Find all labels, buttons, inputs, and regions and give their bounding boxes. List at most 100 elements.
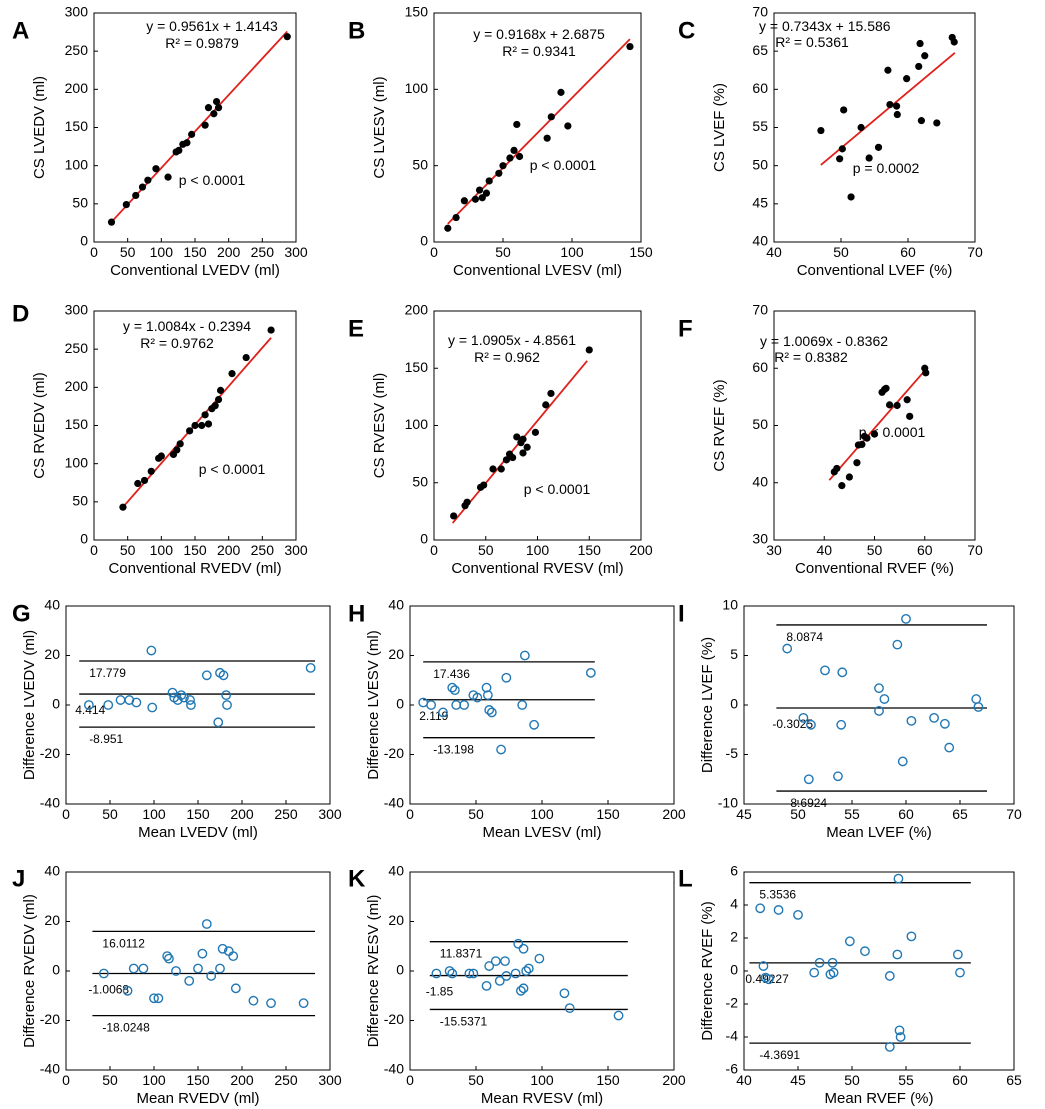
data-point <box>183 139 191 147</box>
data-point <box>214 104 223 112</box>
x-axis-label: Mean LVEF (%) <box>826 824 932 841</box>
y-tick-label: 50 <box>72 493 88 509</box>
y-tick-label: 150 <box>405 359 429 375</box>
data-point <box>201 411 209 419</box>
data-point <box>501 971 512 981</box>
r-squared: R² = 0.8382 <box>774 349 848 365</box>
data-point <box>499 162 507 170</box>
upper-limit-label: 17.779 <box>89 666 126 680</box>
panel-label: A <box>12 17 29 44</box>
x-tick-label: 50 <box>102 1072 118 1088</box>
y-axis-label: Difference RVEF (%) <box>699 901 716 1041</box>
x-tick-label: 0 <box>62 1072 70 1088</box>
data-point <box>152 165 160 173</box>
data-point <box>186 427 194 435</box>
data-point <box>892 949 903 960</box>
data-point <box>184 976 195 986</box>
data-point <box>144 176 152 184</box>
data-point <box>83 700 94 710</box>
data-point <box>817 126 825 135</box>
data-point <box>847 193 855 201</box>
x-axis-label: Conventional RVEF (%) <box>795 560 954 577</box>
x-axis-label: Mean RVEDV (ml) <box>136 1090 259 1107</box>
data-point <box>138 183 147 191</box>
data-point <box>228 369 236 378</box>
data-point <box>481 980 492 991</box>
x-tick-label: 50 <box>833 244 849 260</box>
x-tick-label: 150 <box>596 1072 620 1088</box>
data-point <box>485 177 493 185</box>
panel-label: J <box>12 865 25 892</box>
upper-limit-label: 16.0112 <box>102 936 145 950</box>
y-tick-label: 20 <box>44 646 60 662</box>
data-point <box>444 966 455 976</box>
data-point <box>585 667 596 678</box>
x-tick-label: 100 <box>530 1072 554 1088</box>
data-point <box>893 873 904 884</box>
y-tick-label: 0 <box>396 962 404 978</box>
data-point <box>836 155 844 163</box>
data-point <box>886 101 894 109</box>
y-tick-label: 200 <box>405 302 429 318</box>
data-point <box>464 968 475 979</box>
axes-box <box>65 871 331 1071</box>
mean-difference-label: 0.49227 <box>745 972 789 986</box>
data-point <box>897 756 908 767</box>
x-tick-label: 200 <box>629 542 653 558</box>
y-tick-label: 0 <box>80 233 88 249</box>
data-point <box>518 943 529 954</box>
data-point <box>521 966 532 976</box>
panel-label: K <box>348 865 366 892</box>
data-point <box>559 988 570 999</box>
data-point <box>543 134 551 142</box>
x-axis-label: Conventional LVESV (ml) <box>453 262 622 279</box>
panel-j: J 0 50 100 150 200 250 300 -40 -20 0 20 40 Mean RVEDV… <box>12 863 342 1107</box>
x-axis-label: Conventional LVEF (%) <box>797 262 953 279</box>
y-axis-label: CS LVEDV (ml) <box>31 76 48 179</box>
y-tick-label: 40 <box>752 233 768 249</box>
data-point <box>564 1003 575 1014</box>
x-tick-label: 300 <box>284 542 308 558</box>
data-point <box>242 353 250 362</box>
x-tick-label: 200 <box>662 1072 686 1088</box>
regression-equation: y = 1.0905x - 4.8561 <box>448 332 576 348</box>
data-point <box>132 191 140 200</box>
data-point <box>513 938 524 949</box>
data-point <box>489 465 497 473</box>
panel-f: F 30 40 50 60 70 30 40 50 60 70 Conventional RVEF (… <box>678 302 983 577</box>
x-tick-label: 60 <box>952 1072 968 1088</box>
data-point <box>175 146 183 154</box>
p-value: p < 0.0001 <box>859 424 926 440</box>
data-point <box>773 905 784 915</box>
regression-equation: y = 1.0069x - 0.8362 <box>760 333 888 349</box>
mean-difference-label: 4.414 <box>75 703 105 717</box>
data-point <box>197 948 208 959</box>
y-tick-label: 0 <box>396 696 404 712</box>
data-point <box>214 395 223 404</box>
data-point <box>922 369 930 377</box>
p-value: p < 0.0001 <box>199 461 266 477</box>
y-axis-label: CS RVEDV (ml) <box>31 372 48 478</box>
data-point <box>557 88 565 96</box>
x-tick-label: 50 <box>120 244 136 260</box>
y-tick-label: 20 <box>388 912 404 928</box>
x-axis-label: Conventional RVEDV (ml) <box>108 560 281 577</box>
x-tick-label: 60 <box>900 244 916 260</box>
data-point <box>495 169 503 177</box>
data-point <box>147 702 158 713</box>
x-tick-label: 50 <box>867 542 883 558</box>
r-squared: R² = 0.9762 <box>140 335 214 351</box>
x-tick-label: 50 <box>102 806 118 822</box>
data-point <box>906 931 917 942</box>
x-tick-label: 50 <box>478 542 494 558</box>
r-squared: R² = 0.9879 <box>165 35 239 51</box>
data-point <box>191 421 199 430</box>
upper-limit-label: 17.436 <box>433 667 470 681</box>
x-tick-label: 150 <box>183 244 207 260</box>
data-point <box>122 200 130 209</box>
x-tick-label: 200 <box>662 806 686 822</box>
y-axis-label: CS RVESV (ml) <box>371 373 388 479</box>
data-point <box>534 953 545 964</box>
data-point <box>198 421 206 430</box>
data-point <box>973 702 984 712</box>
